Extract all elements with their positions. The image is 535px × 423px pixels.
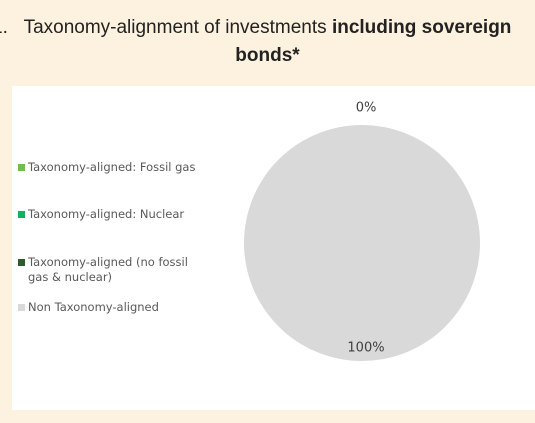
chart-title: Taxonomy-alignment of investments includ… bbox=[0, 14, 535, 70]
legend-label: Non Taxonomy-aligned bbox=[28, 300, 159, 314]
legend-label: Taxonomy-aligned: Nuclear bbox=[28, 207, 185, 221]
legend-label: Taxonomy-aligned: Fossil gas bbox=[28, 160, 196, 174]
title-text: Taxonomy-alignment of investments bbox=[23, 17, 327, 38]
legend-item: Non Taxonomy-aligned bbox=[18, 300, 208, 315]
title-number: 1. bbox=[0, 17, 8, 38]
data-label: 0% bbox=[356, 101, 377, 116]
legend-item: Taxonomy-aligned: Fossil gas bbox=[18, 160, 208, 175]
title-bold: including sovereign bonds* bbox=[235, 17, 512, 66]
legend-swatch bbox=[18, 259, 25, 266]
legend-item: Taxonomy-aligned: Nuclear bbox=[18, 207, 208, 222]
pie-slice bbox=[244, 125, 480, 361]
legend-swatch bbox=[18, 304, 25, 311]
legend-swatch bbox=[18, 164, 25, 171]
legend-swatch bbox=[18, 211, 25, 218]
data-label: 100% bbox=[347, 341, 384, 356]
legend-item: Taxonomy-aligned (no fossil gas & nuclea… bbox=[18, 255, 208, 285]
legend-label: Taxonomy-aligned (no fossil gas & nuclea… bbox=[28, 255, 188, 284]
